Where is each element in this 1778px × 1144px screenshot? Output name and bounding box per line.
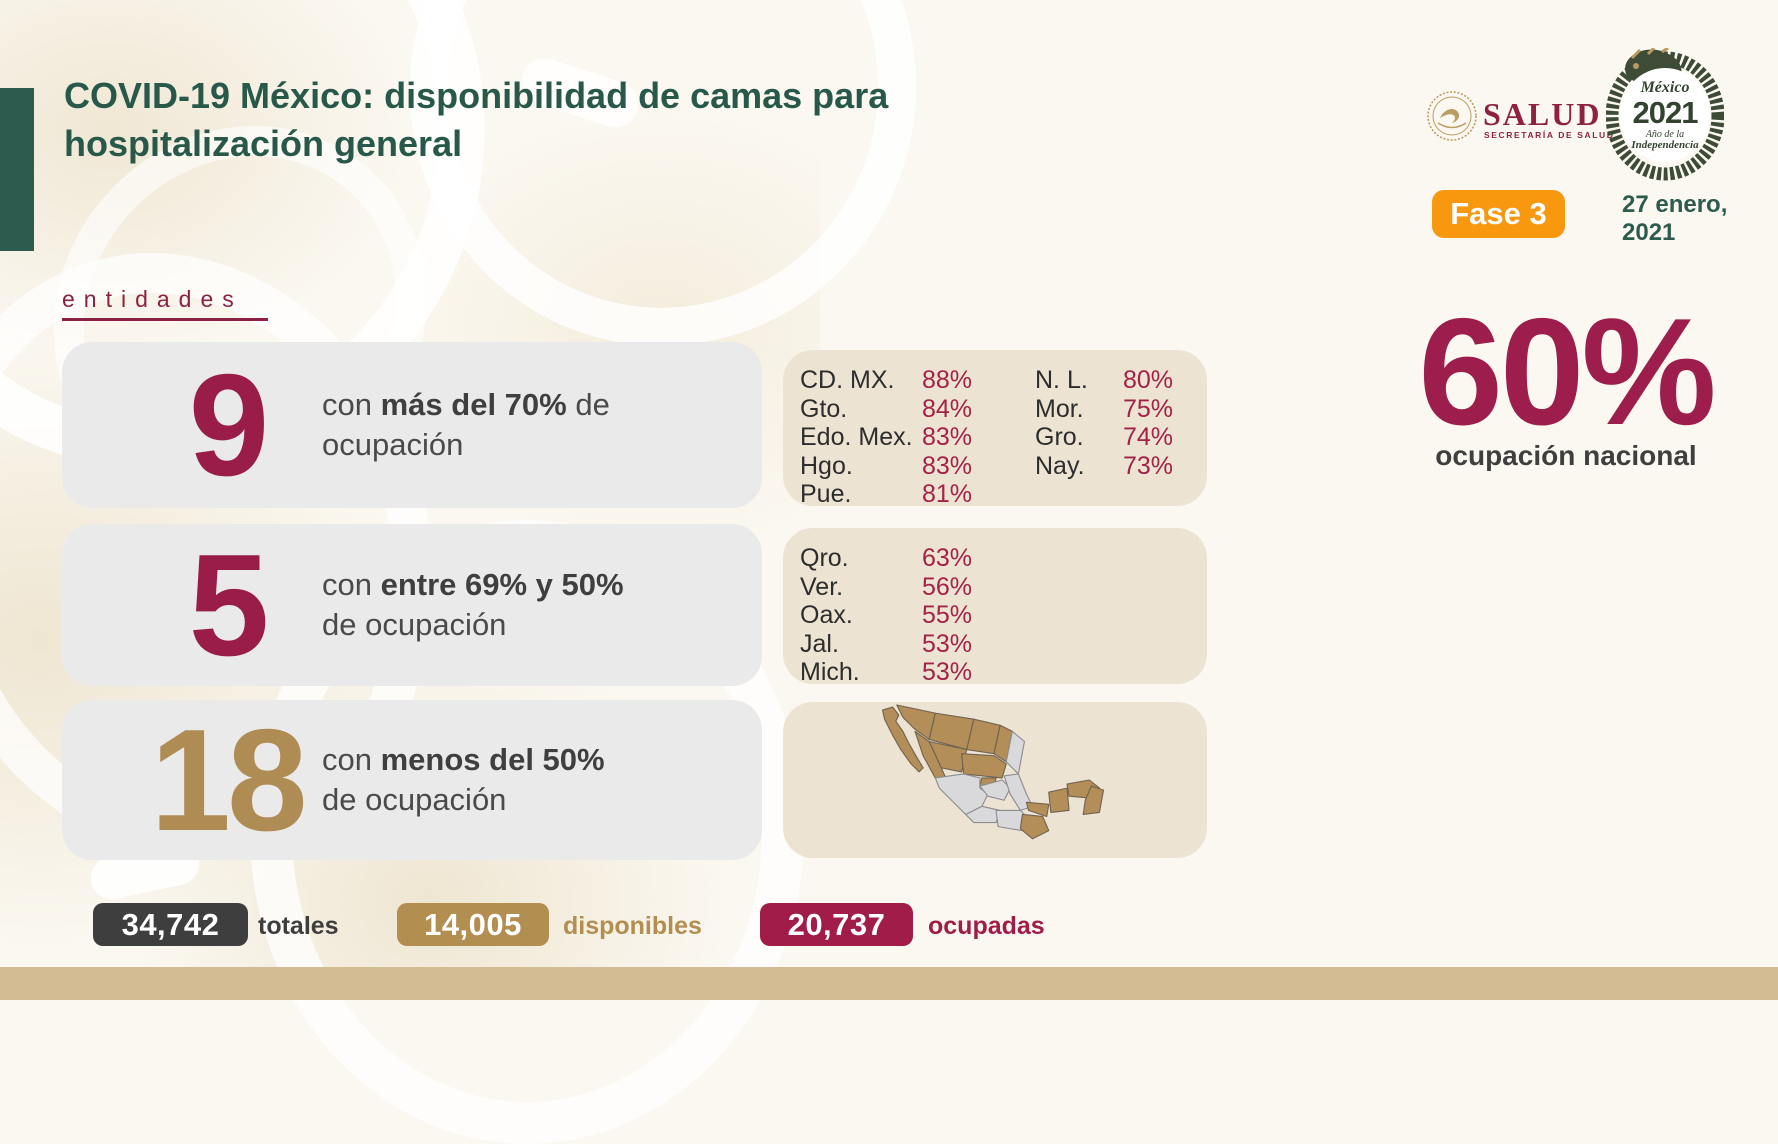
state-value: 55% [922,601,973,629]
national-occupancy-label: ocupación nacional [1435,440,1697,471]
group-card-under-50: 18 con menos del 50% de ocupación [62,700,762,860]
desc-bold: menos del 50% [380,741,605,777]
mx2021-tag2: Independencia [1631,138,1699,151]
beds-occupied-badge: 20,737 [760,903,913,946]
beds-available-badge: 14,005 [397,903,549,946]
salud-wordmark: SALUD [1483,96,1602,132]
state-value: 63% [922,544,973,572]
mx2021-mexico: México [1640,78,1690,96]
state-row: Mich. 53% [800,658,1035,687]
state-value: 53% [922,629,973,658]
state-label: N. L. [1035,366,1088,394]
report-date: 27 enero, 2021 [1622,191,1727,246]
state-label: Oax. [800,601,853,629]
state-value: 75% [1123,394,1174,423]
desc-post: de [566,386,610,422]
group-card-over-70: 9 con más del 70% de ocupación [62,342,762,508]
desc-pre: con [322,386,381,422]
section-underline [62,318,268,321]
state-row: Edo. Mex. 83% [800,423,1035,452]
state-label: Qro. [800,544,849,572]
section-label-entidades: entidades [62,286,243,312]
state-label: Nay. [1035,451,1085,480]
state-row: Gro. 74% [1035,423,1195,452]
state-label: Ver. [800,572,844,601]
desc-bold: más del 70% [380,386,567,422]
date-line-2: 2021 [1622,218,1676,246]
desc-pre: con [322,566,381,602]
footer-bar [0,967,1778,1000]
entity-count: 5 [188,523,270,686]
state-value: 80% [1123,366,1174,394]
state-value: 73% [1123,451,1174,480]
state-label: Mor. [1035,394,1084,423]
desc-bold: entre 69% y 50% [380,566,624,602]
salud-seal-icon [1426,90,1478,147]
state-row: Ver. 56% [800,573,1035,602]
state-label: CD. MX. [800,366,895,394]
state-value: 56% [922,572,973,601]
state-value: 81% [922,480,973,508]
page-title: COVID-19 México: disponibilidad de camas… [64,72,1024,167]
mx2021-tag1: Año de la [1645,128,1685,140]
state-label: Hgo. [800,451,853,480]
fase-3-badge: Fase 3 [1432,190,1565,238]
state-row: Gto. 84% [800,395,1035,424]
desc-line2: de ocupación [322,607,507,642]
state-row: CD. MX. 88% [800,366,1035,395]
desc-line2: de ocupación [322,782,507,817]
mexico-map [860,704,1120,856]
state-value: 74% [1123,423,1174,451]
state-row: Pue. 81% [800,480,1035,509]
group-description: con menos del 50% de ocupación [322,740,605,821]
state-row: Hgo. 83% [800,452,1035,481]
desc-line2: ocupación [322,427,464,462]
title-line-1: COVID-19 México: disponibilidad de camas… [64,75,889,116]
group-card-69-50: 5 con entre 69% y 50% de ocupación [62,524,762,686]
state-label: Gto. [800,394,848,423]
state-list-card-over-70: CD. MX. 88% Gto. 84% Edo. Mex. 83% Hgo. 83% … [783,350,1207,509]
beds-total-badge: 34,742 [93,903,248,946]
mexico-2021-logo: México 2021 Año de la Independencia [1606,48,1724,182]
entity-count: 18 [150,698,307,861]
state-row: Nay. 73% [1035,452,1195,481]
state-label: Mich. [800,658,860,686]
group-description: con entre 69% y 50% de ocupación [322,565,624,646]
mx2021-year: 2021 [1632,94,1699,130]
state-value: 53% [922,658,973,686]
beds-available-label: disponibles [563,912,702,940]
beds-total-label: totales [258,912,339,940]
group-description: con más del 70% de ocupación [322,385,610,466]
left-accent-bar [0,88,34,251]
state-value: 83% [922,423,973,451]
state-label: Pue. [800,480,852,508]
title-line-2: hospitalización general [64,122,463,164]
state-value: 88% [922,366,973,394]
beds-occupied-label: ocupadas [928,912,1045,940]
date-line-1: 27 enero, [1622,191,1728,218]
state-label: Edo. Mex. [800,423,913,451]
state-value: 83% [922,451,973,480]
entity-count: 9 [188,343,270,506]
state-label: Jal. [800,629,839,658]
state-value: 84% [922,394,973,423]
state-row: Jal. 53% [800,630,1035,659]
state-label: Gro. [1035,423,1084,451]
pattern-swirl [369,0,957,387]
state-row: Mor. 75% [1035,395,1195,424]
state-row: Oax. 55% [800,601,1035,630]
mexico-2021-inner: México 2021 Año de la Independencia [1620,68,1710,162]
salud-subtitle: SECRETARÍA DE SALUD [1484,130,1615,140]
national-occupancy-value: 60% [1418,287,1716,457]
state-list-card-69-50: Qro. 63% Ver. 56% Oax. 55% Jal. 53% Mich. 53% [783,528,1207,687]
state-row: Qro. 63% [800,544,1035,573]
desc-pre: con [322,741,381,777]
state-row: N. L. 80% [1035,366,1195,395]
